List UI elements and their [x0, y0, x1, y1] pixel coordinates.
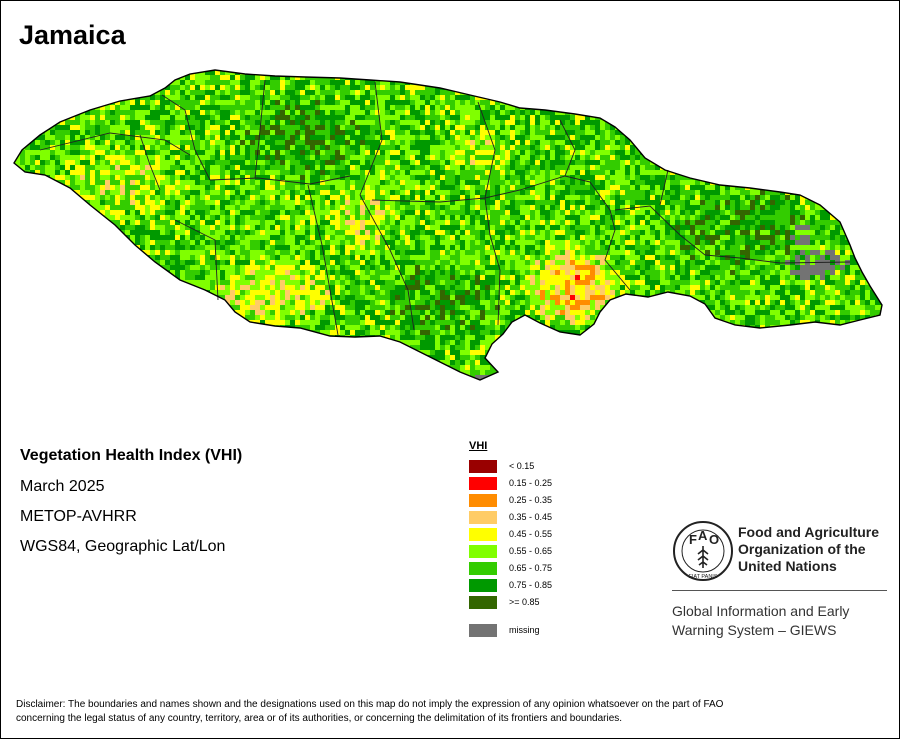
parish-boundary	[39, 132, 191, 156]
parish-boundary	[477, 101, 496, 199]
parish-boundary	[307, 184, 339, 336]
parish-boundaries	[39, 79, 851, 336]
legend-label: 0.35 - 0.45	[509, 512, 553, 522]
parish-boundary	[139, 134, 161, 191]
legend-swatch	[469, 579, 497, 592]
disclaimer: Disclaimer: The boundaries and names sho…	[16, 698, 886, 726]
parish-boundary	[359, 81, 383, 196]
parish-boundary	[704, 254, 851, 264]
legend-swatch	[469, 545, 497, 558]
legend-label: 0.65 - 0.75	[509, 563, 553, 573]
organization-name-line: United Nations	[738, 558, 837, 574]
legend-label: < 0.15	[509, 461, 535, 471]
period: March 2025	[20, 478, 105, 495]
vhi-raster-layer	[14, 70, 882, 380]
disclaimer-line: concerning the legal status of any count…	[16, 713, 623, 724]
legend-label: 0.55 - 0.65	[509, 546, 553, 556]
legend-label: 0.25 - 0.35	[509, 495, 553, 505]
legend-swatch	[469, 528, 497, 541]
jamaica-coastline	[13, 69, 883, 381]
parish-boundary	[254, 79, 266, 179]
program-name: Global Information and Early Warning Sys…	[672, 602, 849, 640]
parish-boundary	[659, 169, 669, 206]
legend-swatch	[469, 494, 497, 507]
map-title: Jamaica	[19, 20, 126, 50]
index-name: Vegetation Health Index (VHI)	[20, 447, 243, 464]
organization-name: Food and Agriculture Organization of the…	[738, 524, 879, 575]
legend-swatch	[469, 460, 497, 473]
legend-swatch	[469, 511, 497, 524]
legend-swatch	[469, 624, 497, 637]
organization-name-line: Food and Agriculture	[738, 524, 880, 540]
legend-swatch	[469, 596, 497, 609]
legend-label: missing	[509, 625, 540, 635]
parish-boundary	[589, 181, 631, 291]
legend-swatch	[469, 477, 497, 490]
legend-label: 0.15 - 0.25	[509, 478, 553, 488]
legend-label: >= 0.85	[509, 597, 540, 607]
legend-swatch	[469, 562, 497, 575]
parish-boundary	[559, 119, 576, 177]
parish-boundary	[174, 219, 219, 301]
legend-label: 0.45 - 0.55	[509, 529, 553, 539]
parish-boundary	[209, 175, 351, 185]
divider	[672, 590, 887, 591]
legend-label: 0.75 - 0.85	[509, 580, 553, 590]
parish-boundary	[371, 175, 591, 203]
program-name-line: Warning System – GIEWS	[672, 622, 837, 638]
organization-name-line: Organization of the	[738, 541, 866, 557]
sensor: METOP-AVHRR	[20, 508, 137, 525]
legend-title: VHI	[469, 440, 488, 452]
parish-boundary	[359, 194, 415, 331]
disclaimer-line: Disclaimer: The boundaries and names sho…	[16, 699, 724, 710]
projection: WGS84, Geographic Lat/Lon	[20, 538, 226, 555]
parish-boundary	[484, 197, 501, 326]
parish-boundary	[161, 94, 211, 181]
program-name-line: Global Information and Early	[672, 603, 850, 619]
fao-emblem-icon: F A O FIAT PANIS	[673, 521, 733, 581]
parish-boundary	[614, 205, 706, 256]
